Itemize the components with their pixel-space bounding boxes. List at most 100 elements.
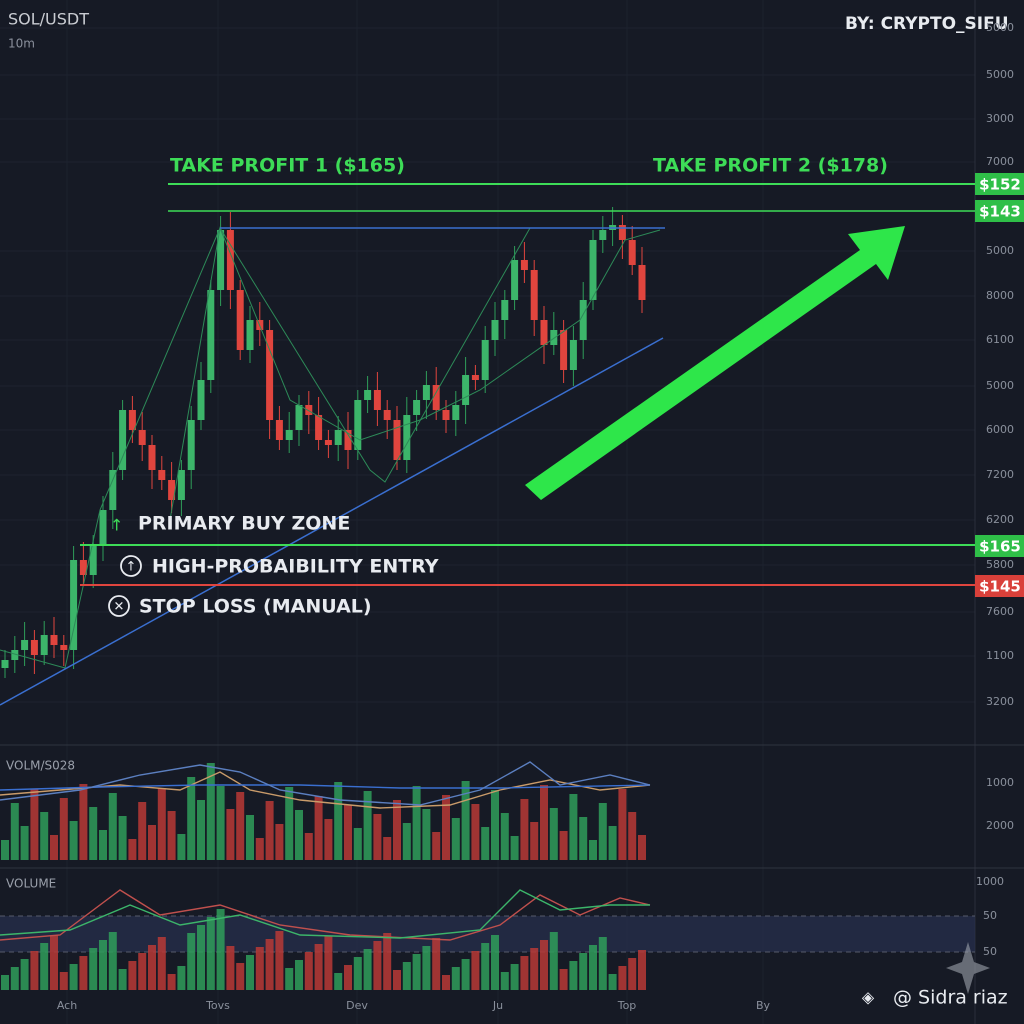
indicator-bar bbox=[451, 967, 460, 990]
volume-bar bbox=[246, 815, 254, 860]
volume-bar bbox=[598, 803, 607, 860]
candle bbox=[187, 420, 195, 470]
volume-bar bbox=[304, 833, 313, 860]
candle bbox=[305, 405, 313, 415]
indicator-bar bbox=[118, 969, 127, 990]
indicator-bar bbox=[285, 968, 294, 990]
y-axis-label: 3000 bbox=[986, 112, 1014, 125]
candle bbox=[432, 385, 440, 410]
indicator-bar bbox=[412, 954, 421, 990]
indicator-bar bbox=[89, 948, 98, 990]
volume-bar bbox=[530, 822, 539, 860]
indicator-bar bbox=[628, 958, 637, 990]
indicator-bar bbox=[295, 960, 303, 990]
candle bbox=[60, 645, 68, 650]
volume-bar bbox=[89, 807, 98, 860]
indicator-bar bbox=[353, 957, 362, 990]
volume-bar bbox=[187, 777, 196, 860]
y-axis-label: 3200 bbox=[986, 695, 1014, 708]
indicator-bar bbox=[50, 935, 58, 990]
volume-bar bbox=[353, 828, 362, 860]
lower-layer bbox=[0, 761, 651, 990]
candle bbox=[324, 440, 332, 445]
volume-bar bbox=[363, 791, 372, 860]
candle bbox=[354, 400, 362, 450]
indicator-bar bbox=[510, 964, 519, 990]
volume-bar bbox=[275, 824, 284, 860]
volume-bar bbox=[344, 805, 352, 860]
volume-bar bbox=[618, 789, 627, 860]
indicator-bar bbox=[246, 955, 254, 990]
volume-bar bbox=[69, 821, 78, 860]
volume-bar bbox=[59, 798, 68, 860]
candles bbox=[0, 207, 665, 678]
x-axis-label: Tovs bbox=[205, 999, 230, 1012]
indicator-bar bbox=[383, 933, 392, 990]
indicator-bar bbox=[363, 949, 372, 990]
indicator-bar bbox=[373, 941, 382, 990]
indicator-bar bbox=[442, 975, 450, 990]
candle bbox=[383, 410, 391, 420]
candle bbox=[236, 290, 244, 350]
indicator-bar bbox=[236, 963, 245, 990]
candle bbox=[40, 635, 48, 655]
candle bbox=[99, 510, 107, 545]
indicator-bar bbox=[197, 925, 205, 990]
candle bbox=[70, 560, 78, 650]
volume-bar bbox=[491, 790, 499, 860]
indicator-bar bbox=[226, 946, 235, 990]
candle bbox=[569, 340, 577, 370]
sparkle bbox=[946, 942, 990, 994]
candle bbox=[599, 230, 607, 240]
volume-bar bbox=[500, 813, 509, 860]
candle bbox=[452, 405, 460, 420]
candle bbox=[207, 290, 215, 380]
price-tag-label: $165 bbox=[979, 538, 1021, 556]
y-axis-label: 7200 bbox=[986, 468, 1014, 481]
volume-bar bbox=[510, 836, 519, 860]
indicator-bar bbox=[148, 945, 156, 990]
indicator-bar bbox=[99, 940, 107, 990]
price-tag bbox=[975, 173, 1024, 195]
volume-bar bbox=[334, 782, 343, 860]
candle bbox=[148, 445, 156, 470]
y-axis-label: 50 bbox=[983, 945, 997, 958]
candle bbox=[275, 420, 283, 440]
pair: SOL/USDT bbox=[8, 10, 89, 29]
volume-bar bbox=[569, 794, 578, 860]
volume-bar bbox=[197, 800, 205, 860]
volume-bar bbox=[128, 839, 137, 860]
volume-bar bbox=[40, 812, 49, 860]
take-profit-label: TAKE PROFIT 1 ($165) bbox=[170, 155, 405, 177]
indicator-bar bbox=[265, 939, 274, 990]
y-axis-label: 5000 bbox=[986, 244, 1014, 257]
price-tag bbox=[975, 575, 1024, 597]
y-axis-label: 6200 bbox=[986, 513, 1014, 526]
indicator-bar bbox=[540, 940, 548, 990]
volume-bar bbox=[1, 840, 9, 860]
indicator-bar bbox=[314, 944, 323, 990]
y-axis-label: 50 bbox=[983, 909, 997, 922]
candle bbox=[138, 430, 146, 445]
candle bbox=[128, 410, 136, 430]
stop-icon-x: ✕ bbox=[114, 600, 125, 615]
candle bbox=[11, 650, 19, 660]
indicator-bar bbox=[255, 947, 264, 990]
volume-bar bbox=[373, 814, 382, 860]
candle bbox=[364, 390, 372, 400]
candle bbox=[21, 640, 29, 650]
candle bbox=[1, 660, 9, 668]
candle bbox=[315, 415, 323, 440]
indicator-bar bbox=[500, 972, 509, 990]
ma-line bbox=[0, 761, 651, 806]
y-axis-label: 1000 bbox=[986, 776, 1014, 789]
osc-line bbox=[0, 889, 651, 941]
volume-bar bbox=[383, 837, 392, 860]
indicator-bar bbox=[608, 974, 617, 990]
stop-icon bbox=[108, 595, 130, 617]
volume-bar bbox=[432, 832, 441, 860]
volume-bar bbox=[422, 809, 431, 860]
indicator-bar bbox=[30, 951, 39, 990]
candle bbox=[285, 430, 293, 440]
x-axis-label: Ach bbox=[57, 999, 77, 1012]
